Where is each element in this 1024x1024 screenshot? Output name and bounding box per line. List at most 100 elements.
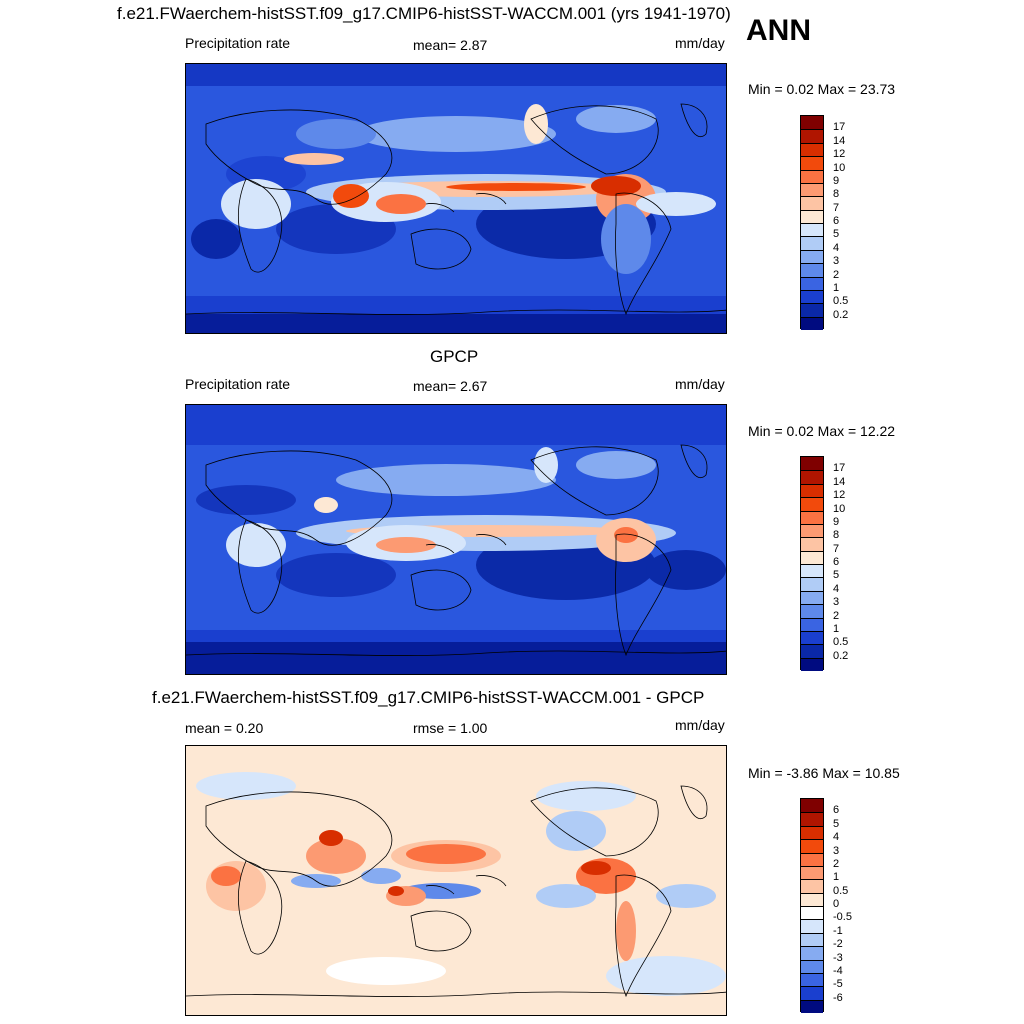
colorbar-segment [801,865,823,880]
colorbar-tick-label: -5 [833,978,843,991]
colorbar-segment [801,839,823,853]
colorbar-tick-label: 9 [833,515,840,528]
colorbar-tick-label: 2 [833,857,840,870]
panel2-units-label: mm/day [675,376,725,392]
colorbar-segment [801,959,823,973]
colorbar-tick-label: -2 [833,938,843,951]
colorbar-segment [801,483,823,498]
colorbar-segment [801,879,823,893]
colorbar-segment [801,657,823,671]
colorbar-segment [801,236,823,250]
colorbar-segment [801,457,823,471]
colorbar-tick-label: 3 [833,596,840,609]
colorbar-tick-label: 3 [833,255,840,268]
colorbar-tick-label: 8 [833,188,840,201]
colorbar-segment [801,289,823,304]
panel2-variable-label: Precipitation rate [185,376,291,392]
colorbar-tick-label: 1 [833,281,840,294]
colorbar-segment [801,630,823,645]
colorbar-tick-label: 0.5 [833,636,849,649]
colorbar-segment [801,919,823,933]
colorbar-tick-label: 6 [833,804,840,817]
colorbar-tick-label: 0 [833,898,840,910]
colorbar-segment [801,223,823,237]
colorbar-tick-label: 6 [833,215,840,227]
colorbar-segment [801,169,823,183]
colorbar-segment [801,946,823,960]
colorbar-tick-label: -4 [833,964,843,977]
colorbar-segment [801,129,823,143]
colorbar-tick-label: -0.5 [833,911,852,924]
colorbar-tick-label: 4 [833,241,840,254]
colorbar-segment [801,986,823,1000]
colorbar-segment [801,644,823,658]
panel3-title: f.e21.FWaerchem-histSST.f09_g17.CMIP6-hi… [152,688,705,707]
colorbar-segment [801,263,823,277]
colorbar-tick-label: 3 [833,844,840,857]
panel1-mean-label: mean= 2.87 [413,37,488,53]
panel2-colorbar [800,456,824,671]
panel1-colorbar [800,115,824,330]
colorbar-segment [801,209,823,223]
colorbar-tick-label: 0.5 [833,884,849,897]
colorbar-segment [801,510,823,524]
colorbar-segment [801,604,823,618]
colorbar-tick-label: -6 [833,991,843,1004]
colorbar-tick-label: 14 [833,475,846,488]
colorbar-tick-label: -3 [833,951,843,964]
season-label: ANN [746,14,811,47]
colorbar-segment [801,617,823,631]
colorbar-segment [801,523,823,538]
colorbar-tick-label: 2 [833,609,840,622]
colorbar-segment [801,303,823,317]
panel1-minmax-label: Min = 0.02 Max = 23.73 [748,81,896,97]
panel2-mean-label: mean= 2.67 [413,378,488,394]
colorbar-tick-label: 0.2 [833,649,849,662]
colorbar-tick-label: 17 [833,121,846,134]
colorbar-tick-label: 5 [833,817,840,830]
panel3-rmse-label: rmse = 1.00 [413,720,488,736]
colorbar-segment [801,550,823,564]
colorbar-segment [801,812,823,826]
colorbar-segment [801,892,823,906]
colorbar-tick-label: 10 [833,161,846,174]
panel3-colorbar [800,798,824,1013]
panel2-title: GPCP [430,347,479,366]
colorbar-segment [801,497,823,511]
panel1-variable-label: Precipitation rate [185,35,291,51]
panel3-minmax-label: Min = -3.86 Max = 10.85 [748,765,900,781]
colorbar-tick-label: 5 [833,228,840,241]
colorbar-tick-label: 17 [833,462,846,475]
colorbar-segment [801,577,823,591]
colorbar-tick-label: 10 [833,502,846,515]
colorbar-segment [801,590,823,605]
colorbar-tick-label: 9 [833,174,840,187]
colorbar-segment [801,470,823,484]
colorbar-tick-label: 1 [833,871,840,884]
panel3-units-label: mm/day [675,717,725,733]
colorbar-tick-label: 4 [833,582,840,595]
colorbar-tick-label: 0.5 [833,295,849,308]
colorbar-tick-label: -1 [833,924,843,937]
colorbar-tick-label: 12 [833,489,846,502]
colorbar-segment [801,825,823,840]
panel3-map [185,745,727,1016]
colorbar-segment [801,276,823,290]
colorbar-tick-label: 0.2 [833,308,849,321]
colorbar-segment [801,142,823,157]
colorbar-tick-label: 5 [833,569,840,582]
colorbar-tick-label: 4 [833,831,840,844]
colorbar-segment [801,182,823,197]
colorbar-segment [801,972,823,987]
panel2-map [185,404,727,675]
colorbar-tick-label: 2 [833,268,840,281]
colorbar-segment [801,116,823,130]
colorbar-segment [801,906,823,920]
colorbar-segment [801,852,823,866]
panel3-mean-label: mean = 0.20 [185,720,264,736]
colorbar-segment [801,564,823,578]
colorbar-segment [801,249,823,264]
colorbar-segment [801,932,823,947]
colorbar-segment [801,316,823,330]
colorbar-tick-label: 12 [833,148,846,161]
